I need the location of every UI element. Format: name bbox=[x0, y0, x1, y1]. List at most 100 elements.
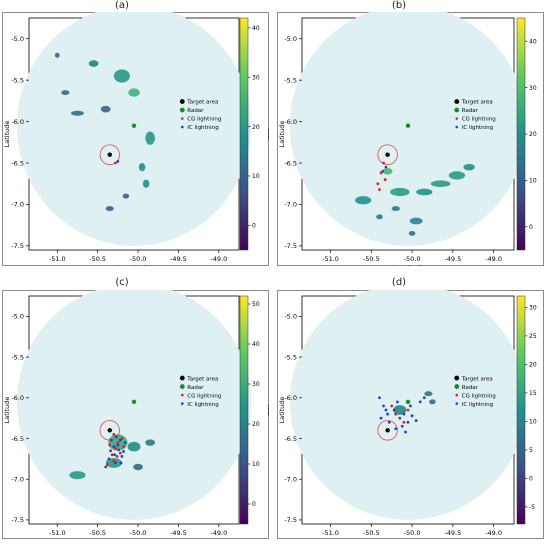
cg-lightning-point bbox=[116, 455, 119, 458]
x-tick-label: -50.5 bbox=[89, 255, 106, 263]
x-tick-label: -50.0 bbox=[404, 255, 421, 263]
x-axis-label: Longitude bbox=[118, 538, 150, 539]
ic-lightning-point bbox=[393, 409, 396, 412]
x-tick-label: -49.5 bbox=[444, 529, 461, 537]
y-axis-label: Latitude bbox=[3, 397, 11, 424]
legend-label: CG lightning bbox=[187, 117, 221, 123]
ic-lightning-point bbox=[394, 427, 397, 430]
colorbar-tick-label: -5 bbox=[529, 504, 535, 511]
ic-lightning-point bbox=[404, 431, 407, 434]
legend-marker bbox=[180, 99, 185, 104]
colorbar-tick-label: 20 bbox=[252, 421, 260, 428]
radar-point bbox=[132, 124, 136, 128]
legend-label: CG lightning bbox=[187, 393, 221, 399]
cg-lightning-point bbox=[114, 162, 117, 165]
y-tick-label: -5.0 bbox=[11, 313, 24, 321]
y-tick-label: -7.5 bbox=[11, 242, 24, 250]
x-axis-label: Longitude bbox=[118, 264, 150, 266]
cg-lightning-point bbox=[112, 460, 115, 463]
x-tick-label: -50.5 bbox=[363, 255, 380, 263]
ic-lightning-point bbox=[108, 457, 111, 460]
y-tick-label: -5.5 bbox=[11, 76, 24, 84]
legend-label: IC lightning bbox=[187, 402, 218, 408]
colorbar-tick-label: 10 bbox=[529, 178, 537, 185]
y-tick-label: -6.5 bbox=[11, 435, 24, 443]
y-axis-label: Latitude bbox=[3, 121, 11, 148]
radar-plot-d: -51.0 -50.5 -50.0 -49.5 -49.0-5.0-5.5-6.0-6.… bbox=[277, 290, 544, 539]
radar-plot-c: -51.0 -50.5 -50.0 -49.5 -49.0 -5.0 -5.5 -6.0 -6.… bbox=[2, 290, 269, 539]
echo-cell bbox=[424, 391, 432, 396]
colorbar-tick-label: 30 bbox=[529, 305, 537, 312]
echo-cell bbox=[429, 399, 436, 404]
cg-lightning-point bbox=[111, 453, 114, 456]
panel-b-letter: (b) bbox=[389, 0, 409, 11]
ic-lightning-point bbox=[122, 450, 125, 453]
echo-cell bbox=[145, 439, 155, 446]
cg-lightning-point bbox=[114, 447, 117, 450]
colorbar-tick-label: 25 bbox=[529, 333, 537, 340]
legend-label: Radar bbox=[187, 108, 204, 114]
colorbar-tick-label: 30 bbox=[529, 85, 537, 92]
cg-lightning-point bbox=[378, 188, 381, 191]
legend-marker bbox=[455, 126, 458, 129]
y-tick-label: -6.0 bbox=[11, 118, 24, 126]
x-tick-label: -51.0 bbox=[49, 529, 66, 537]
colorbar-tick-label: 0 bbox=[529, 476, 533, 483]
colorbar-tick-label: 0 bbox=[252, 223, 256, 230]
x-axis-label: Longitude bbox=[392, 538, 424, 539]
ic-lightning-point bbox=[117, 449, 120, 452]
panel-d-letter: (d) bbox=[389, 277, 409, 288]
x-tick-label: -49.5 bbox=[170, 255, 187, 263]
colorbar-tick-label: 10 bbox=[252, 461, 260, 468]
colorbar-tick-label: 50 bbox=[252, 301, 260, 308]
ic-lightning-point bbox=[423, 396, 426, 399]
y-tick-label: -7.5 bbox=[11, 516, 24, 524]
ic-lightning-point bbox=[419, 400, 422, 403]
echo-cell bbox=[61, 90, 69, 95]
y-tick-label: -5.5 bbox=[11, 353, 24, 361]
ic-lightning-point bbox=[396, 400, 399, 403]
echo-cell bbox=[101, 106, 111, 113]
radar-point bbox=[132, 400, 136, 404]
y-tick-label: -7.0 bbox=[284, 476, 297, 484]
ic-lightning-point bbox=[113, 453, 116, 456]
legend-marker bbox=[454, 108, 459, 113]
cg-lightning-point bbox=[112, 433, 115, 436]
legend-label: Target area bbox=[186, 376, 218, 382]
echo-cell bbox=[143, 180, 149, 188]
target-point bbox=[108, 428, 112, 432]
colorbar bbox=[517, 296, 525, 524]
y-tick-label: -5.0 bbox=[284, 35, 297, 43]
colorbar-tick-label: 20 bbox=[529, 131, 537, 138]
y-tick-label: -7.0 bbox=[284, 201, 297, 209]
legend-marker bbox=[454, 384, 459, 389]
y-tick-label: -7.0 bbox=[11, 476, 24, 484]
target-point bbox=[385, 428, 389, 432]
y-tick-label: -5.0 bbox=[11, 35, 24, 43]
y-tick-label: -6.0 bbox=[284, 118, 297, 126]
echo-cell bbox=[123, 194, 129, 199]
echo-cell bbox=[409, 231, 416, 236]
radar-point bbox=[406, 124, 410, 128]
echo-cell bbox=[106, 206, 114, 211]
echo-cell bbox=[390, 188, 410, 196]
x-tick-label: -51.0 bbox=[322, 255, 339, 263]
echo-cell bbox=[55, 53, 60, 58]
y-tick-label: -6.5 bbox=[11, 159, 24, 167]
x-tick-label: -49.5 bbox=[170, 529, 187, 537]
echo-cell bbox=[376, 214, 383, 219]
y-tick-label: -7.0 bbox=[11, 201, 24, 209]
colorbar bbox=[240, 296, 248, 524]
x-axis-label: Longitude bbox=[392, 264, 424, 266]
legend-marker bbox=[455, 117, 458, 120]
radar-point bbox=[406, 400, 410, 404]
echo-cell bbox=[128, 88, 139, 96]
x-tick-label: -50.5 bbox=[89, 529, 106, 537]
cg-lightning-point bbox=[390, 405, 393, 408]
echo-cell bbox=[145, 132, 155, 145]
x-tick-label: -49.0 bbox=[485, 255, 502, 263]
x-tick-label: -50.0 bbox=[130, 529, 147, 537]
echo-cell bbox=[392, 206, 400, 211]
legend-label: Target area bbox=[186, 100, 218, 106]
echo-cell bbox=[71, 111, 84, 116]
